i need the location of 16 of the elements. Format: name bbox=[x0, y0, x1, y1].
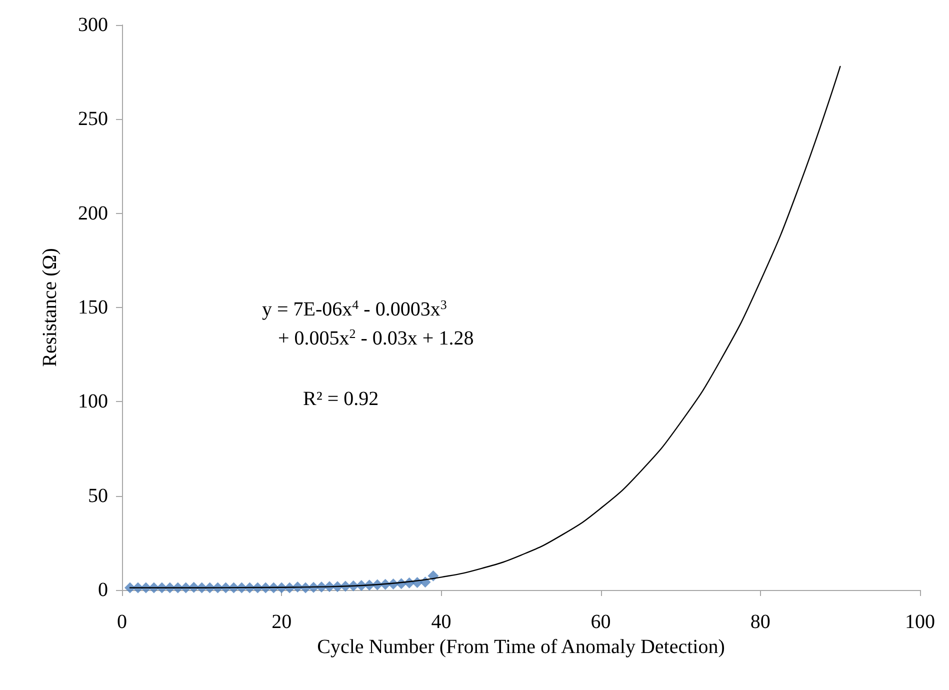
x-tick-label: 0 bbox=[117, 611, 127, 633]
x-axis-title: Cycle Number (From Time of Anomaly Detection) bbox=[317, 636, 725, 658]
x-tick-label: 40 bbox=[431, 611, 452, 633]
annotation: R² = 0.92 bbox=[303, 388, 379, 410]
x-tick-label: 60 bbox=[590, 611, 611, 633]
x-tick-label: 80 bbox=[750, 611, 770, 633]
y-tick-label: 200 bbox=[78, 202, 108, 224]
x-tick-label: 20 bbox=[272, 611, 292, 633]
x-tick-label: 100 bbox=[905, 611, 935, 633]
y-tick-label: 150 bbox=[78, 296, 108, 318]
y-tick-label: 300 bbox=[78, 14, 108, 36]
y-tick-label: 250 bbox=[78, 108, 108, 130]
y-axis-title: Resistance (Ω) bbox=[39, 248, 61, 367]
y-tick-label: 100 bbox=[78, 390, 108, 413]
y-tick-label: 50 bbox=[88, 484, 108, 507]
y-tick-label: 0 bbox=[98, 579, 108, 601]
